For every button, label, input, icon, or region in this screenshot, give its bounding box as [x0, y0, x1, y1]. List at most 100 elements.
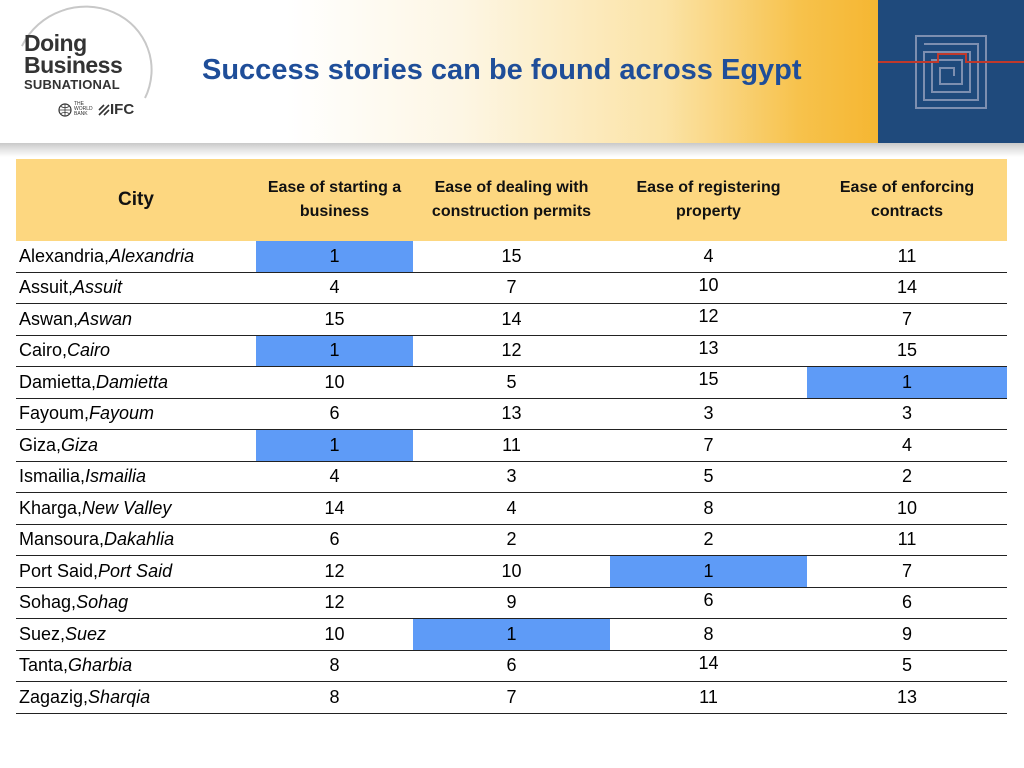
- table-row: Damietta, Damietta 10 5 15 1: [16, 367, 1007, 399]
- rank-cell: 11: [897, 245, 917, 266]
- header-starting-business: Ease of starting a business: [267, 179, 402, 220]
- rank-cell: 2: [506, 529, 517, 550]
- governorate-name: Fayoum: [89, 403, 155, 424]
- rank-cell: 9: [901, 623, 912, 644]
- governorate-name: Alexandria: [109, 245, 195, 266]
- rank-cell: 1: [807, 367, 1007, 398]
- rank-cell: 1: [256, 430, 413, 461]
- table-row: Assuit, Assuit 4 7 10 14: [16, 273, 1007, 304]
- city-name: Mansoura,: [19, 529, 105, 550]
- ifc-text: IFC: [110, 101, 135, 118]
- rank-cell: 12: [324, 560, 345, 581]
- rank-cell: 13: [698, 337, 719, 358]
- city-name: Ismailia,: [19, 466, 86, 487]
- rank-cell: 4: [329, 466, 340, 487]
- city-cell: Damietta, Damietta: [16, 367, 256, 398]
- maze-icon: [878, 35, 1024, 109]
- rank-cell: 7: [901, 560, 912, 581]
- rank-cell: 5: [901, 655, 912, 676]
- table-row: Giza, Giza 1 11 7 4: [16, 430, 1007, 462]
- city-name: Cairo,: [19, 340, 68, 361]
- table-row: Suez, Suez 10 1 8 9: [16, 619, 1007, 651]
- rank-cell: 10: [324, 371, 345, 392]
- table-row: Fayoum, Fayoum 6 13 3 3: [16, 399, 1007, 430]
- rank-cell: 1: [413, 619, 610, 650]
- city-cell: Kharga, New Valley: [16, 493, 256, 524]
- rank-cell: 15: [324, 308, 345, 329]
- rank-cell: 6: [506, 655, 517, 676]
- rank-cell: 14: [324, 497, 345, 518]
- city-name: Assuit,: [19, 277, 74, 298]
- governorate-name: Giza: [61, 434, 99, 455]
- rank-cell: 1: [256, 335, 413, 366]
- city-name: Giza,: [19, 434, 62, 455]
- governorate-name: Damietta: [96, 371, 169, 392]
- city-cell: Giza, Giza: [16, 430, 256, 461]
- rank-cell: 4: [329, 277, 340, 298]
- governorate-name: Suez: [65, 623, 107, 644]
- world-bank-text: THE WORLD BANK: [74, 101, 93, 117]
- doing-business-logo: Doing Business SUBNATIONAL THE WORLD BAN…: [0, 0, 172, 158]
- rank-cell: 2: [703, 529, 714, 550]
- rank-cell: 14: [698, 652, 719, 673]
- city-name: Tanta,: [19, 655, 69, 676]
- city-cell: Cairo, Cairo: [16, 336, 256, 367]
- city-cell: Aswan, Aswan: [16, 304, 256, 335]
- table-row: Sohag, Sohag 12 9 6 6: [16, 588, 1007, 619]
- rank-cell: 8: [703, 623, 714, 644]
- world-bank-icon: [58, 103, 72, 117]
- rank-cell: 8: [703, 497, 714, 518]
- rank-cell: 10: [896, 497, 918, 518]
- rank-cell: 8: [329, 686, 340, 707]
- table-row: Ismailia, Ismailia 4 3 5 2: [16, 462, 1007, 493]
- rank-cell: 7: [506, 277, 517, 298]
- rank-cell: 6: [329, 403, 340, 424]
- city-cell: Suez, Suez: [16, 619, 256, 650]
- city-cell: Tanta, Gharbia: [16, 651, 256, 682]
- rank-cell: 6: [901, 592, 912, 613]
- rank-cell: 15: [896, 340, 918, 361]
- table-row: Cairo, Cairo 1 12 13 15: [16, 335, 1007, 367]
- city-cell: Alexandria, Alexandria: [16, 241, 256, 272]
- rank-cell: 5: [703, 466, 714, 487]
- city-name: Damietta,: [19, 371, 97, 392]
- rank-cell: 3: [703, 403, 714, 424]
- table-row: Alexandria, Alexandria 1 15 4 11: [16, 241, 1007, 273]
- city-name: Aswan,: [19, 308, 79, 329]
- governorate-name: Ismailia: [85, 466, 147, 487]
- table-header: City Ease of starting a business Ease of…: [16, 159, 1007, 241]
- city-cell: Sohag, Sohag: [16, 588, 256, 619]
- rank-cell: 3: [506, 466, 517, 487]
- city-name: Sohag,: [19, 592, 77, 613]
- city-name: Suez,: [19, 623, 66, 644]
- rank-cell: 8: [329, 655, 340, 676]
- rank-cell: 14: [896, 277, 918, 298]
- city-name: Port Said,: [19, 560, 99, 581]
- governorate-name: Sharqia: [88, 686, 151, 707]
- table-row: Aswan, Aswan 15 14 12 7: [16, 304, 1007, 336]
- city-name: Fayoum,: [19, 403, 90, 424]
- rank-cell: 12: [698, 306, 719, 326]
- rank-cell: 1: [610, 556, 807, 587]
- rank-cell: 2: [901, 466, 912, 487]
- rank-cell: 4: [703, 245, 714, 266]
- governorate-name: Gharbia: [68, 655, 133, 676]
- rank-cell: 11: [502, 434, 521, 455]
- rank-cell: 15: [501, 245, 522, 266]
- header-registering-property: Ease of registering property: [636, 179, 781, 220]
- city-name: Alexandria,: [19, 245, 110, 266]
- rank-cell: 10: [501, 560, 522, 581]
- logo-doing: Doing: [24, 30, 87, 56]
- governorate-name: Assuit: [73, 277, 123, 298]
- rank-cell: 4: [506, 497, 517, 518]
- city-cell: Zagazig, Sharqia: [16, 682, 256, 713]
- rank-cell: 7: [901, 308, 912, 329]
- header-construction-permits: Ease of dealing with construction permit…: [431, 179, 592, 220]
- rank-cell: 3: [901, 403, 912, 424]
- logo-business: Business: [24, 52, 123, 78]
- table-row: Tanta, Gharbia 8 6 14 5: [16, 651, 1007, 682]
- maze-logo-panel: [878, 0, 1024, 143]
- city-name: Kharga,: [19, 497, 83, 518]
- governorate-name: Cairo: [67, 340, 111, 361]
- governorate-name: New Valley: [82, 497, 172, 518]
